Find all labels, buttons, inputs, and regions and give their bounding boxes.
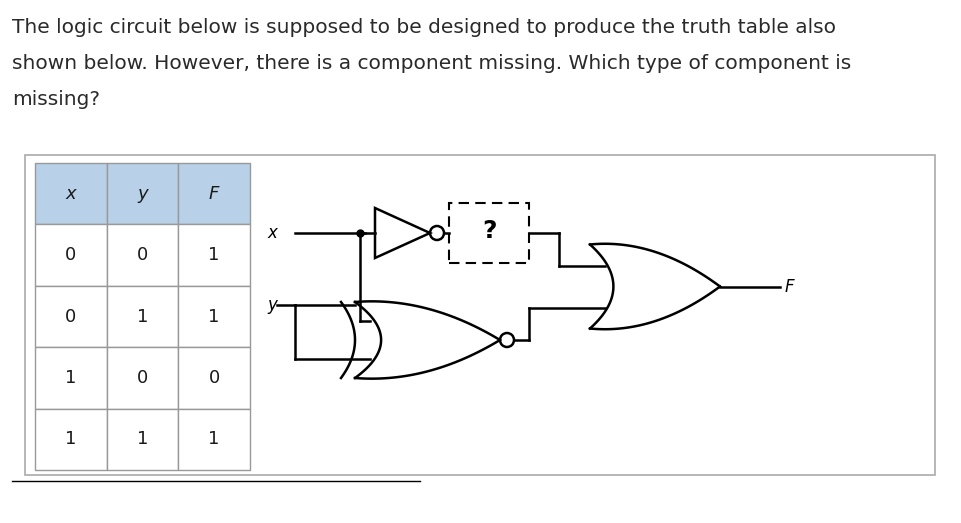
Text: missing?: missing? — [12, 90, 100, 109]
Text: x: x — [65, 185, 76, 203]
Text: 0: 0 — [65, 308, 77, 325]
Text: 1: 1 — [209, 430, 220, 448]
Bar — [35, 163, 107, 224]
Text: 1: 1 — [209, 308, 220, 325]
Text: The logic circuit below is supposed to be designed to produce the truth table al: The logic circuit below is supposed to b… — [12, 18, 836, 37]
Text: ?: ? — [481, 219, 496, 243]
Text: 0: 0 — [209, 369, 220, 387]
Text: 1: 1 — [65, 430, 77, 448]
Text: 1: 1 — [136, 430, 148, 448]
Bar — [35, 347, 107, 408]
Bar — [35, 286, 107, 347]
Text: x: x — [267, 224, 277, 242]
Bar — [179, 163, 250, 224]
Text: 1: 1 — [136, 308, 148, 325]
Bar — [107, 408, 179, 470]
Bar — [179, 347, 250, 408]
Bar — [25, 155, 935, 475]
Bar — [107, 347, 179, 408]
Bar — [35, 224, 107, 286]
Bar — [35, 408, 107, 470]
Text: 0: 0 — [65, 246, 77, 264]
Bar — [107, 163, 179, 224]
Text: y: y — [267, 296, 277, 314]
Bar — [449, 203, 529, 263]
Text: 0: 0 — [136, 369, 148, 387]
Text: shown below. However, there is a component missing. Which type of component is: shown below. However, there is a compone… — [12, 54, 851, 73]
Bar — [179, 408, 250, 470]
Text: F: F — [785, 278, 795, 295]
Text: 0: 0 — [136, 246, 148, 264]
Bar — [107, 286, 179, 347]
Bar — [179, 286, 250, 347]
Text: 1: 1 — [65, 369, 77, 387]
Bar — [179, 224, 250, 286]
Bar — [107, 224, 179, 286]
Text: 1: 1 — [209, 246, 220, 264]
Text: F: F — [209, 185, 219, 203]
Text: y: y — [137, 185, 148, 203]
